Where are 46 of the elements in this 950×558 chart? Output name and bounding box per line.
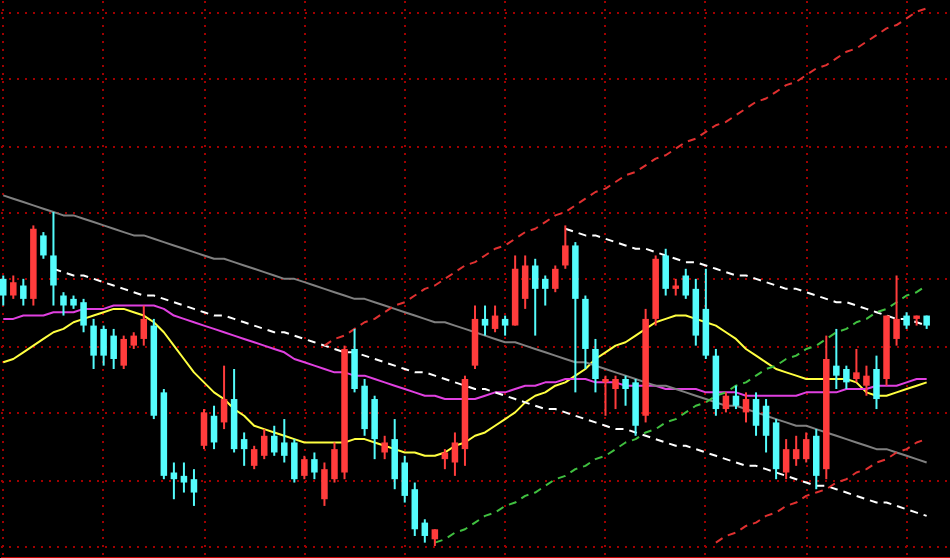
candlestick <box>732 384 740 411</box>
candlestick <box>762 398 770 454</box>
candlestick <box>451 431 459 477</box>
candlestick <box>301 454 308 481</box>
candlestick <box>702 267 710 360</box>
candlestick <box>0 274 7 307</box>
candlestick <box>20 277 27 307</box>
candlestick <box>531 257 539 337</box>
candlestick <box>441 448 449 471</box>
candlestick <box>501 314 509 337</box>
candlestick <box>662 247 669 297</box>
candlestick <box>180 461 188 494</box>
candlestick <box>722 391 730 414</box>
candlestick <box>40 231 47 260</box>
candlestick <box>552 264 559 294</box>
candlestick <box>692 277 700 347</box>
candlestick <box>190 468 198 507</box>
candlestick <box>562 224 569 270</box>
candlestick <box>471 304 479 370</box>
candlestick <box>813 428 820 491</box>
candlestick <box>782 438 790 481</box>
candlestick <box>10 274 17 300</box>
candlestick <box>200 408 208 451</box>
candlestick <box>491 304 499 334</box>
candlestick <box>772 418 780 481</box>
candlestick <box>752 391 760 437</box>
candlestick <box>873 354 880 411</box>
candlestick <box>381 434 388 461</box>
candlestick <box>210 404 218 451</box>
candlestick <box>50 211 57 307</box>
candlestick <box>411 481 419 537</box>
candlestick <box>802 431 810 464</box>
candlestick <box>240 431 248 467</box>
candlestick <box>260 428 268 461</box>
candlestick <box>742 391 750 424</box>
candlestick <box>311 451 318 481</box>
candlestick <box>220 364 228 431</box>
candlestick <box>792 434 800 467</box>
candlestick <box>592 337 599 394</box>
candlestick <box>140 304 148 347</box>
candlestick <box>542 274 549 307</box>
candlestick <box>682 267 690 300</box>
candlestick <box>481 304 489 337</box>
candlestick <box>521 254 529 310</box>
candlestick <box>250 444 258 471</box>
candlestick <box>421 518 429 544</box>
